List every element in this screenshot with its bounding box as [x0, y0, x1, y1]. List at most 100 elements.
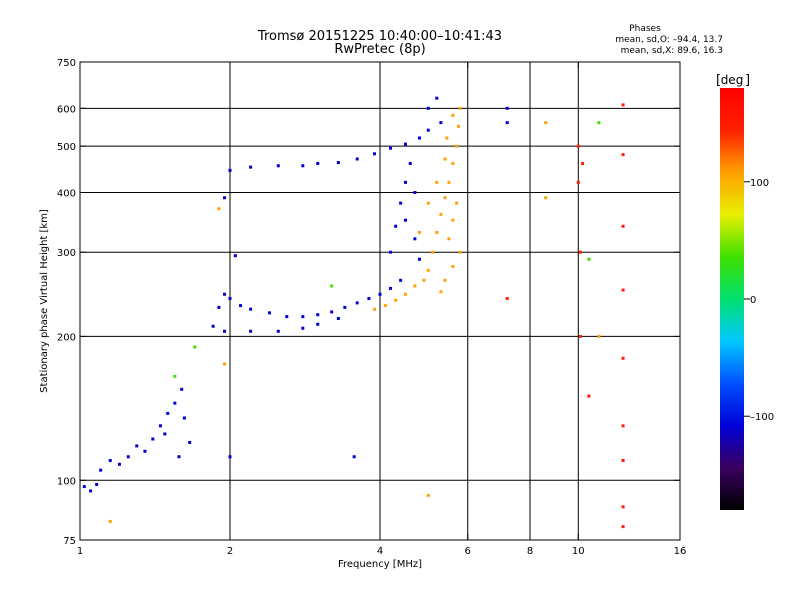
data-point [621, 356, 625, 360]
data-point [426, 268, 430, 272]
data-point [228, 168, 232, 172]
data-point [166, 411, 170, 415]
colorbar-label: deg [721, 73, 744, 87]
data-point [151, 437, 155, 441]
data-point [180, 387, 184, 391]
data-point [417, 230, 421, 234]
data-point [621, 505, 625, 509]
x-tick-label: 4 [377, 546, 383, 557]
data-point [117, 462, 121, 466]
colorbar [720, 88, 744, 510]
data-points [82, 96, 625, 529]
data-point [439, 290, 443, 294]
data-point [173, 401, 177, 405]
data-point [301, 315, 305, 319]
data-point [447, 237, 451, 241]
data-point [458, 250, 462, 254]
data-point [597, 334, 601, 338]
x-axis-label: Frequency [MHz] [338, 559, 422, 570]
data-point [451, 113, 455, 117]
data-point [413, 190, 417, 194]
x-tick-label: 6 [465, 546, 471, 557]
data-point [188, 440, 192, 444]
x-tick-label: 2 [227, 546, 233, 557]
data-point [95, 482, 99, 486]
data-point [576, 180, 580, 184]
data-point [301, 326, 305, 330]
data-point [276, 329, 280, 333]
data-point [108, 519, 112, 523]
stats-title: Phases [629, 24, 661, 34]
data-point [505, 121, 509, 125]
data-point [621, 458, 625, 462]
y-tick-label: 300 [57, 248, 76, 259]
data-point [389, 146, 393, 150]
data-point [403, 180, 407, 184]
data-point [158, 424, 162, 428]
data-point [455, 144, 459, 148]
data-point [223, 196, 227, 200]
data-point [621, 424, 625, 428]
data-point [426, 128, 430, 132]
data-point [228, 297, 232, 301]
data-point [182, 416, 186, 420]
data-point [621, 525, 625, 529]
data-point [505, 297, 509, 301]
data-point [443, 157, 447, 161]
data-point [373, 307, 377, 311]
x-tick-label: 16 [674, 546, 687, 557]
data-point [445, 136, 449, 140]
data-point [108, 458, 112, 462]
data-point [126, 455, 130, 459]
data-point [417, 257, 421, 261]
y-tick-label: 400 [57, 188, 76, 199]
data-point [597, 121, 601, 125]
data-point [399, 201, 403, 205]
data-point [439, 121, 443, 125]
data-point [443, 278, 447, 282]
data-point [99, 468, 103, 472]
y-tick-label: 75 [63, 536, 76, 547]
stats-x: mean, sd,X: 89.6, 16.3 [621, 46, 723, 56]
data-point [447, 180, 451, 184]
stats-o: mean, sd,O: –94.4, 13.7 [615, 35, 723, 45]
axis-ticks: 1 2 4 6 8 10 16 75 100 200 300 400 500 600 750 [57, 58, 686, 557]
data-point [316, 322, 320, 326]
data-point [451, 161, 455, 165]
data-point [193, 345, 197, 349]
data-point [163, 432, 167, 436]
data-point [336, 316, 340, 320]
data-point [621, 103, 625, 107]
data-point [223, 362, 227, 366]
data-point [435, 180, 439, 184]
data-point [228, 455, 232, 459]
data-point [621, 153, 625, 157]
data-point [581, 161, 585, 165]
data-point [249, 165, 253, 169]
data-point [135, 444, 139, 448]
data-point [455, 201, 459, 205]
data-point [173, 374, 177, 378]
x-tick-label: 8 [527, 546, 533, 557]
data-point [505, 106, 509, 110]
data-point [544, 196, 548, 200]
data-point [621, 224, 625, 228]
data-point [435, 96, 439, 100]
data-point [177, 455, 181, 459]
data-point [301, 164, 305, 168]
data-point [82, 485, 86, 489]
data-point [355, 301, 359, 305]
data-point [223, 329, 227, 333]
data-point [457, 124, 461, 128]
chart-subtitle: RwPretec (8p) [334, 42, 425, 57]
data-point [451, 218, 455, 222]
colorbar-label-bracket-left: [ [716, 73, 721, 88]
data-point [399, 278, 403, 282]
data-point [576, 144, 580, 148]
data-point [408, 161, 412, 165]
data-point [330, 284, 334, 288]
data-point [403, 142, 407, 146]
data-point [435, 230, 439, 234]
data-point [431, 250, 435, 254]
data-point [426, 201, 430, 205]
